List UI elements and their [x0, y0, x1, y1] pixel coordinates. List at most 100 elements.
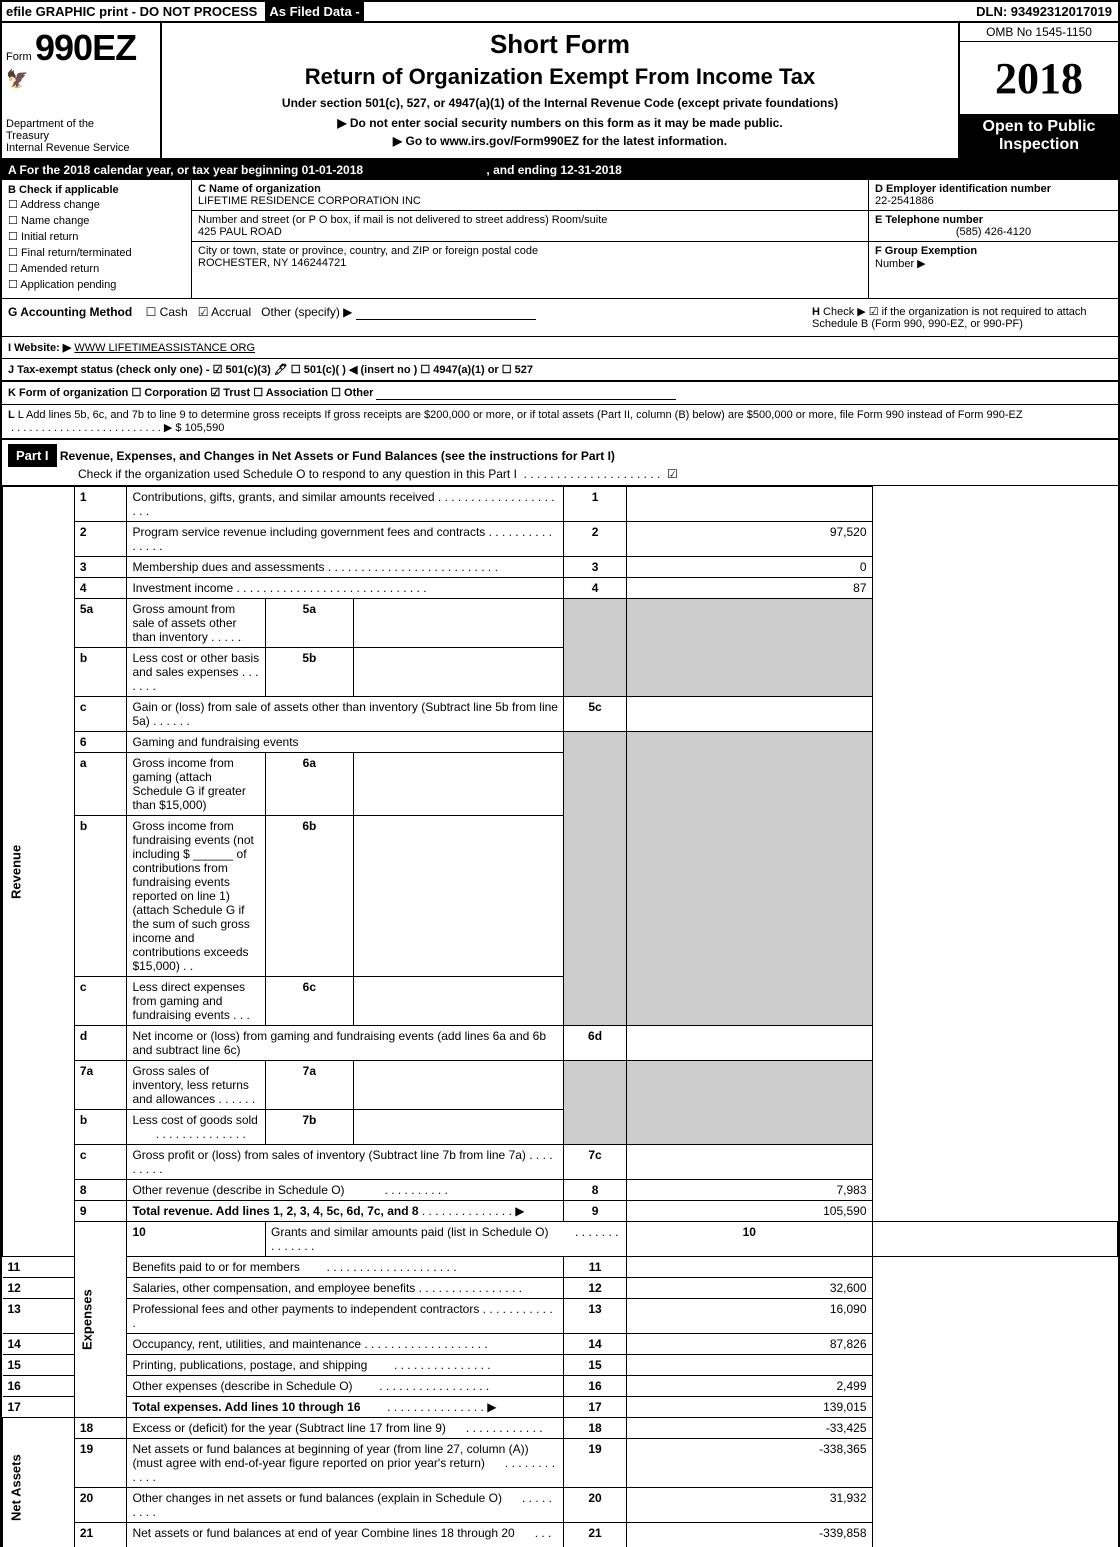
row-a-begin: A For the 2018 calendar year, or tax yea…: [8, 163, 363, 177]
section-bcd: B Check if applicable ☐ Address change ☐…: [2, 180, 1118, 299]
goto-link[interactable]: ▶ Go to www.irs.gov/Form990EZ for the la…: [170, 134, 950, 148]
header-center: Short Form Return of Organization Exempt…: [162, 23, 958, 158]
dept-line2: Treasury: [6, 130, 156, 142]
phone-value: (585) 426-4120: [875, 226, 1112, 238]
check-name[interactable]: ☐ Name change: [8, 214, 185, 228]
city-value: ROCHESTER, NY 146244721: [198, 257, 862, 269]
k-text: K Form of organization ☐ Corporation ☑ T…: [8, 387, 373, 399]
side-expenses: Expenses: [74, 1222, 127, 1418]
header-right: OMB No 1545-1150 2018 Open to Public Ins…: [958, 23, 1118, 158]
line-7b: b Less cost of goods sold . . . . . . . …: [3, 1110, 1118, 1145]
g-cash[interactable]: ☐ Cash: [146, 305, 188, 319]
addr-row: Number and street (or P O box, if mail i…: [192, 211, 868, 242]
department: Department of the Treasury Internal Reve…: [6, 118, 156, 154]
website-link[interactable]: WWW LIFETIMEASSISTANCE ORG: [74, 342, 255, 354]
check-initial[interactable]: ☐ Initial return: [8, 230, 185, 244]
check-address[interactable]: ☐ Address change: [8, 198, 185, 212]
section-b: B Check if applicable ☐ Address change ☐…: [2, 180, 192, 298]
l-amount: ▶ $ 105,590: [164, 422, 224, 434]
j-text: J Tax-exempt status (check only one) - ☑…: [8, 364, 533, 376]
line-12: 12 Salaries, other compensation, and emp…: [3, 1278, 1118, 1299]
asfiled-label: As Filed Data -: [265, 2, 363, 21]
ein-row: D Employer identification number 22-2541…: [869, 180, 1118, 211]
side-revenue: Revenue: [3, 487, 75, 1257]
efile-label: efile GRAPHIC print - DO NOT PROCESS: [2, 2, 261, 21]
line-18: Net Assets 18 Excess or (deficit) for th…: [3, 1418, 1118, 1439]
return-title: Return of Organization Exempt From Incom…: [170, 64, 950, 90]
line-6d: d Net income or (loss) from gaming and f…: [3, 1026, 1118, 1061]
line-10: Expenses 10 Grants and similar amounts p…: [3, 1222, 1118, 1257]
row-gh: G Accounting Method ☐ Cash ☑ Accrual Oth…: [2, 299, 1118, 337]
line-3: 3 Membership dues and assessments . . . …: [3, 557, 1118, 578]
city-row: City or town, state or province, country…: [192, 242, 868, 272]
line-19: 19 Net assets or fund balances at beginn…: [3, 1439, 1118, 1488]
ein-value: 22-2541886: [875, 195, 1112, 207]
dept-line1: Department of the: [6, 118, 156, 130]
short-form-title: Short Form: [170, 29, 950, 60]
under-section: Under section 501(c), 527, or 4947(a)(1)…: [170, 96, 950, 110]
line-7a: 7a Gross sales of inventory, less return…: [3, 1061, 1118, 1110]
check-pending[interactable]: ☐ Application pending: [8, 278, 185, 292]
header: Form 990EZ 🦅 Department of the Treasury …: [2, 23, 1118, 160]
i-label: I Website: ▶: [8, 342, 71, 354]
open-public: Open to Public Inspection: [960, 114, 1118, 158]
phone-label: E Telephone number: [875, 214, 1112, 226]
top-bar: efile GRAPHIC print - DO NOT PROCESS As …: [2, 2, 1118, 23]
part1-checked[interactable]: ☑: [667, 467, 678, 481]
form-990ez: efile GRAPHIC print - DO NOT PROCESS As …: [0, 0, 1120, 1547]
part1-sub: Check if the organization used Schedule …: [78, 467, 517, 481]
line-1: Revenue 1 Contributions, gifts, grants, …: [3, 487, 1118, 522]
org-name-label: C Name of organization: [198, 183, 862, 195]
phone-row: E Telephone number (585) 426-4120: [869, 211, 1118, 242]
part1-label: Part I: [8, 444, 57, 467]
line-6b: b Gross income from fundraising events (…: [3, 816, 1118, 977]
line-11: 11 Benefits paid to or for members . . .…: [3, 1257, 1118, 1278]
g-other[interactable]: Other (specify) ▶: [261, 305, 352, 319]
side-netassets: Net Assets: [3, 1418, 75, 1547]
check-final[interactable]: ☐ Final return/terminated: [8, 246, 185, 260]
h-text: Check ▶ ☑ if the organization is not req…: [812, 306, 1087, 330]
line-5c: c Gain or (loss) from sale of assets oth…: [3, 697, 1118, 732]
lines-table: Revenue 1 Contributions, gifts, grants, …: [2, 486, 1118, 1547]
l-text: L Add lines 5b, 6c, and 7b to line 9 to …: [18, 409, 1023, 421]
line-6: 6 Gaming and fundraising events: [3, 732, 1118, 753]
section-c: C Name of organization LIFETIME RESIDENC…: [192, 180, 1118, 298]
ein-label: D Employer identification number: [875, 183, 1112, 195]
section-b-title: B Check if applicable: [8, 184, 185, 196]
group-label: F Group Exemption: [875, 245, 977, 257]
g-accrual[interactable]: ☑ Accrual: [198, 305, 251, 319]
line-16: 16 Other expenses (describe in Schedule …: [3, 1376, 1118, 1397]
line-4: 4 Investment income . . . . . . . . . . …: [3, 578, 1118, 599]
form-prefix: Form: [6, 51, 32, 63]
line-8: 8 Other revenue (describe in Schedule O)…: [3, 1180, 1118, 1201]
org-name: LIFETIME RESIDENCE CORPORATION INC: [198, 195, 862, 207]
part1-title: Revenue, Expenses, and Changes in Net As…: [60, 449, 615, 463]
line-5b: b Less cost or other basis and sales exp…: [3, 648, 1118, 697]
group-label2: Number ▶: [875, 258, 926, 270]
h-label: H: [812, 306, 820, 318]
org-name-row: C Name of organization LIFETIME RESIDENC…: [192, 180, 868, 211]
ssn-note: ▶ Do not enter social security numbers o…: [170, 116, 950, 130]
part1-header: Part I Revenue, Expenses, and Changes in…: [2, 440, 1118, 486]
group-row: F Group Exemption Number ▶: [869, 242, 1118, 273]
row-l: L L Add lines 5b, 6c, and 7b to line 9 t…: [2, 405, 1118, 440]
section-d: D Employer identification number 22-2541…: [868, 180, 1118, 298]
row-j: J Tax-exempt status (check only one) - ☑…: [2, 359, 1118, 382]
line-7c: c Gross profit or (loss) from sales of i…: [3, 1145, 1118, 1180]
section-c-left: C Name of organization LIFETIME RESIDENC…: [192, 180, 868, 298]
eagle-icon: 🦅: [6, 69, 156, 90]
city-label: City or town, state or province, country…: [198, 245, 862, 257]
line-21: 21 Net assets or fund balances at end of…: [3, 1523, 1118, 1547]
line-6c: c Less direct expenses from gaming and f…: [3, 977, 1118, 1026]
row-a: A For the 2018 calendar year, or tax yea…: [2, 160, 1118, 180]
tax-year: 2018: [960, 42, 1118, 114]
header-left: Form 990EZ 🦅 Department of the Treasury …: [2, 23, 162, 158]
line-5a: 5a Gross amount from sale of assets othe…: [3, 599, 1118, 648]
line-14: 14 Occupancy, rent, utilities, and maint…: [3, 1334, 1118, 1355]
row-k: K Form of organization ☐ Corporation ☑ T…: [2, 382, 1118, 405]
line-9: 9 Total revenue. Add lines 1, 2, 3, 4, 5…: [3, 1201, 1118, 1222]
check-amended[interactable]: ☐ Amended return: [8, 262, 185, 276]
row-a-end: , and ending 12-31-2018: [486, 163, 621, 177]
top-bar-left: efile GRAPHIC print - DO NOT PROCESS As …: [2, 2, 364, 21]
line-15: 15 Printing, publications, postage, and …: [3, 1355, 1118, 1376]
